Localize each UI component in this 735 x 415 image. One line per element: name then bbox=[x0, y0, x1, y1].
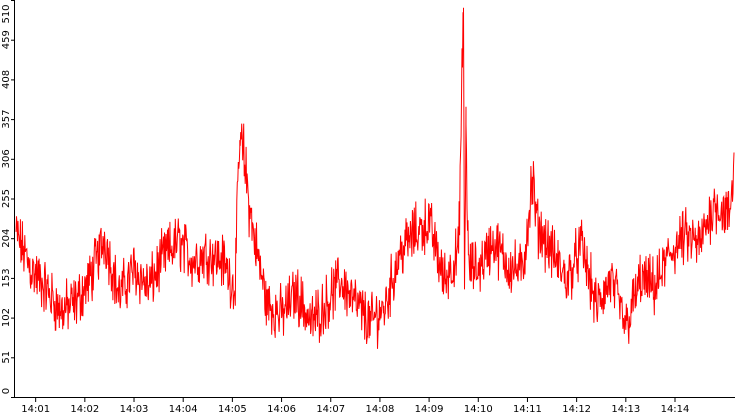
x-tick-label: 14:11 bbox=[513, 404, 542, 415]
y-tick-label: 510 bbox=[1, 4, 12, 23]
x-tick-label: 14:01 bbox=[21, 404, 50, 415]
x-tick-label: 14:07 bbox=[316, 404, 345, 415]
y-tick-label: 0 bbox=[1, 388, 12, 394]
x-tick-label: 14:04 bbox=[169, 404, 198, 415]
y-tick-layer: 0 51 102 153 204 255 306 357 408 459 510 bbox=[1, 0, 15, 398]
x-tick-label: 14:09 bbox=[415, 404, 444, 415]
y-tick-label: 408 bbox=[1, 70, 12, 89]
x-tick-label: 14:03 bbox=[120, 404, 149, 415]
y-tick-label: 51 bbox=[1, 351, 12, 364]
series-layer bbox=[15, 7, 735, 349]
y-tick-label: 255 bbox=[1, 189, 12, 208]
y-tick-label: 204 bbox=[1, 229, 12, 248]
x-tick-label: 14:05 bbox=[218, 404, 247, 415]
x-tick-label: 14:12 bbox=[562, 404, 591, 415]
y-tick-label: 102 bbox=[1, 308, 12, 327]
x-tick-label: 14:10 bbox=[464, 404, 493, 415]
y-tick-label: 306 bbox=[1, 149, 12, 168]
x-tick-label: 14:08 bbox=[366, 404, 395, 415]
x-tick-label: 14:06 bbox=[267, 404, 296, 415]
y-tick-label: 357 bbox=[1, 110, 12, 129]
x-tick-layer: 14:01 14:02 14:03 14:04 14:05 14:06 14:07 14:08… bbox=[21, 397, 689, 415]
y-tick-label: 459 bbox=[1, 30, 12, 49]
x-tick-label: 14:14 bbox=[661, 404, 690, 415]
x-tick-label: 14:02 bbox=[70, 404, 99, 415]
x-tick-label: 14:13 bbox=[611, 404, 640, 415]
series-line bbox=[15, 7, 735, 349]
y-tick-label: 153 bbox=[1, 268, 12, 287]
